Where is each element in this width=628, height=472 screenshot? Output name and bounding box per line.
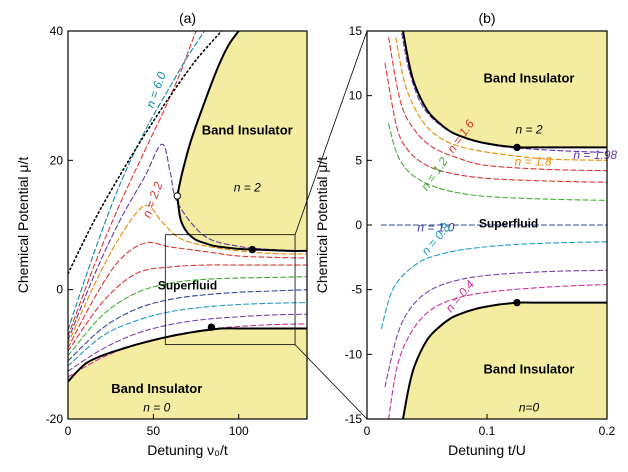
density-line-0.4 xyxy=(388,283,607,419)
x-axis-label: Detuning ν₀/t xyxy=(147,442,228,458)
boundary-lower xyxy=(68,327,307,383)
line-label: n = 1.0 xyxy=(417,220,454,234)
x-axis-label: Detuning t/U xyxy=(448,442,526,458)
y-tick-label: 0 xyxy=(56,283,63,297)
line-label: n = 1.98 xyxy=(573,148,617,162)
density-line-0.8 xyxy=(380,241,607,330)
region-sublabel: n = 2 xyxy=(515,123,542,137)
y-axis-label: Chemical Potential μ/t xyxy=(15,157,31,294)
x-tick-label: 0.1 xyxy=(479,424,496,438)
density-line-1.0 xyxy=(68,289,307,362)
region-label: Superfluid xyxy=(479,217,538,231)
line-label: n = 2.2 xyxy=(140,180,166,220)
density-line-1.2 xyxy=(388,123,607,201)
density-line-1.2 xyxy=(68,276,307,357)
density-line-0.6 xyxy=(384,269,607,388)
density-line-1.8 xyxy=(395,36,607,161)
density-line-1.98 xyxy=(68,143,307,341)
region-sublabel: n = 0 xyxy=(143,401,170,415)
density-line-0.8 xyxy=(68,302,307,367)
density-line-1.8 xyxy=(68,204,307,345)
y-tick-label: -5 xyxy=(351,283,362,297)
region-label: Superfluid xyxy=(158,279,217,293)
critical-point-marker xyxy=(248,245,257,254)
critical-point-marker xyxy=(513,298,521,307)
x-tick-label: 0 xyxy=(364,424,371,438)
y-tick-label: 0 xyxy=(355,218,362,232)
plot-area xyxy=(380,31,607,419)
y-tick-label: 40 xyxy=(50,24,64,38)
y-tick-label: -10 xyxy=(345,347,363,361)
boundary-n2-top xyxy=(176,31,240,197)
critical-point-marker xyxy=(207,323,216,331)
inset-box xyxy=(164,234,296,346)
y-axis-label: Chemical Potential μ/t xyxy=(314,157,330,294)
region-band-insulator-n2 xyxy=(177,31,307,251)
region-band-insulator-n0 xyxy=(68,328,307,419)
line-label: n = 1.2 xyxy=(418,154,451,193)
region-label: Band Insulator xyxy=(483,71,574,86)
density-line-6.0 xyxy=(68,31,206,331)
plot-area xyxy=(68,31,307,419)
connector-bottom xyxy=(294,344,368,420)
y-tick-label: 15 xyxy=(349,24,363,38)
y-tick-label: 10 xyxy=(349,89,363,103)
x-tick-label: 100 xyxy=(229,424,249,438)
region-sublabel: n=0 xyxy=(519,401,540,415)
x-tick-label: 50 xyxy=(147,424,161,438)
line-label: n = 1.8 xyxy=(515,155,552,169)
region-label: Band Insulator xyxy=(483,362,574,377)
region-band-insulator-n0 xyxy=(403,302,607,419)
density-line-1.4 xyxy=(384,62,607,183)
x-tick-label: 0.2 xyxy=(599,424,616,438)
inset-connector-lines xyxy=(294,30,368,420)
density-line-2.2 xyxy=(68,31,197,337)
density-line-0.6 xyxy=(68,313,307,372)
region-sublabel: n = 2 xyxy=(234,181,261,195)
density-line-1.6 xyxy=(68,241,307,349)
y-tick-label: 20 xyxy=(50,153,64,167)
density-line-1.4 xyxy=(68,264,307,352)
panel-label: (a) xyxy=(179,10,196,26)
y-tick-label: 5 xyxy=(355,153,362,167)
critical-point-marker xyxy=(513,143,521,152)
region-band-insulator-n2 xyxy=(403,31,607,148)
panel-label: (b) xyxy=(478,10,495,26)
y-tick-label: -20 xyxy=(46,412,64,426)
dotted-reference-line xyxy=(68,31,223,275)
plot-frame xyxy=(67,30,308,420)
panel-b: n = 1.98n = 1.8n = 1.6n = 1.2n = 1.0n = … xyxy=(314,10,617,458)
connector-top xyxy=(294,30,368,235)
y-tick-label: -15 xyxy=(345,412,363,426)
region-label: Band Insulator xyxy=(202,122,293,137)
boundary-upper xyxy=(176,195,307,252)
critical-point-marker xyxy=(173,192,181,200)
x-tick-label: 0 xyxy=(65,424,72,438)
region-label: Band Insulator xyxy=(111,381,202,396)
density-line-1.6 xyxy=(388,36,607,172)
